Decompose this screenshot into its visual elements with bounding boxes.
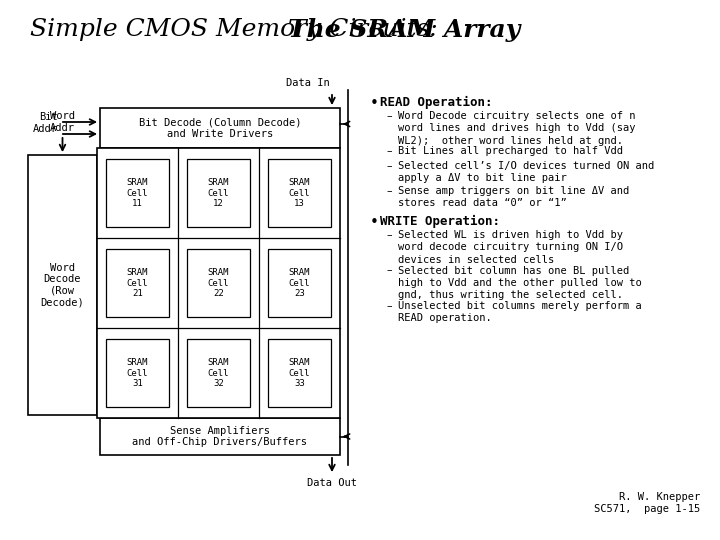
Text: Bit Lines all precharged to half Vdd: Bit Lines all precharged to half Vdd [398, 146, 623, 157]
Text: SRAM
Cell
11: SRAM Cell 11 [127, 178, 148, 208]
Bar [268, 249, 331, 317]
Text: Word
Decode
(Row
Decode): Word Decode (Row Decode) [40, 262, 84, 307]
Text: –: – [386, 266, 392, 275]
Bar [100, 108, 340, 148]
Text: Simple CMOS Memory Circuits:: Simple CMOS Memory Circuits: [30, 18, 454, 41]
Text: SRAM
Cell
23: SRAM Cell 23 [289, 268, 310, 298]
Text: –: – [386, 111, 392, 121]
Text: SRAM
Cell
33: SRAM Cell 33 [289, 358, 310, 388]
Text: –: – [386, 161, 392, 171]
Text: SRAM
Cell
12: SRAM Cell 12 [208, 178, 229, 208]
Text: Selected bit column has one BL pulled
high to Vdd and the other pulled low to
gn: Selected bit column has one BL pulled hi… [398, 266, 642, 300]
Text: SRAM
Cell
21: SRAM Cell 21 [127, 268, 148, 298]
Bar [187, 339, 250, 407]
Text: The SRAM Array: The SRAM Array [288, 18, 521, 42]
Bar [187, 159, 250, 227]
Bar [268, 159, 331, 227]
Bar [28, 155, 97, 415]
Text: SRAM
Cell
13: SRAM Cell 13 [289, 178, 310, 208]
Text: SRAM
Cell
22: SRAM Cell 22 [208, 268, 229, 298]
Text: READ Operation:: READ Operation: [380, 96, 492, 109]
Text: Selected cell’s I/O devices turned ON and
apply a ΔV to bit line pair: Selected cell’s I/O devices turned ON an… [398, 161, 654, 184]
Text: Selected WL is driven high to Vdd by
word decode circuitry turning ON I/O
device: Selected WL is driven high to Vdd by wor… [398, 230, 623, 265]
Text: –: – [386, 146, 392, 157]
Text: Bit
Addr: Bit Addr [33, 112, 58, 134]
Bar [97, 148, 340, 418]
Text: Data Out: Data Out [307, 478, 357, 488]
Bar [100, 418, 340, 455]
Bar [268, 339, 331, 407]
Text: Sense Amplifiers
and Off-Chip Drivers/Buffers: Sense Amplifiers and Off-Chip Drivers/Bu… [132, 426, 307, 447]
Text: Unselected bit columns merely perform a
READ operation.: Unselected bit columns merely perform a … [398, 301, 642, 323]
Bar [106, 339, 169, 407]
Text: Data In: Data In [287, 78, 330, 88]
Text: R. W. Knepper
SC571,  page 1-15: R. W. Knepper SC571, page 1-15 [594, 492, 700, 514]
Bar [187, 249, 250, 317]
Text: Word Decode circuitry selects one of n
word lines and drives high to Vdd (say
WL: Word Decode circuitry selects one of n w… [398, 111, 636, 146]
Text: –: – [386, 230, 392, 240]
Text: –: – [386, 301, 392, 311]
Text: Sense amp triggers on bit line ΔV and
stores read data “0” or “1”: Sense amp triggers on bit line ΔV and st… [398, 186, 629, 208]
Bar [106, 249, 169, 317]
Bar [106, 159, 169, 227]
Text: •: • [370, 215, 379, 230]
Text: SRAM
Cell
32: SRAM Cell 32 [208, 358, 229, 388]
Text: SRAM
Cell
31: SRAM Cell 31 [127, 358, 148, 388]
Text: Bit Decode (Column Decode)
and Write Drivers: Bit Decode (Column Decode) and Write Dri… [139, 117, 301, 139]
Text: –: – [386, 186, 392, 196]
Text: •: • [370, 96, 379, 111]
Text: Word
Addr: Word Addr [50, 111, 75, 133]
Text: WRITE Operation:: WRITE Operation: [380, 215, 500, 228]
